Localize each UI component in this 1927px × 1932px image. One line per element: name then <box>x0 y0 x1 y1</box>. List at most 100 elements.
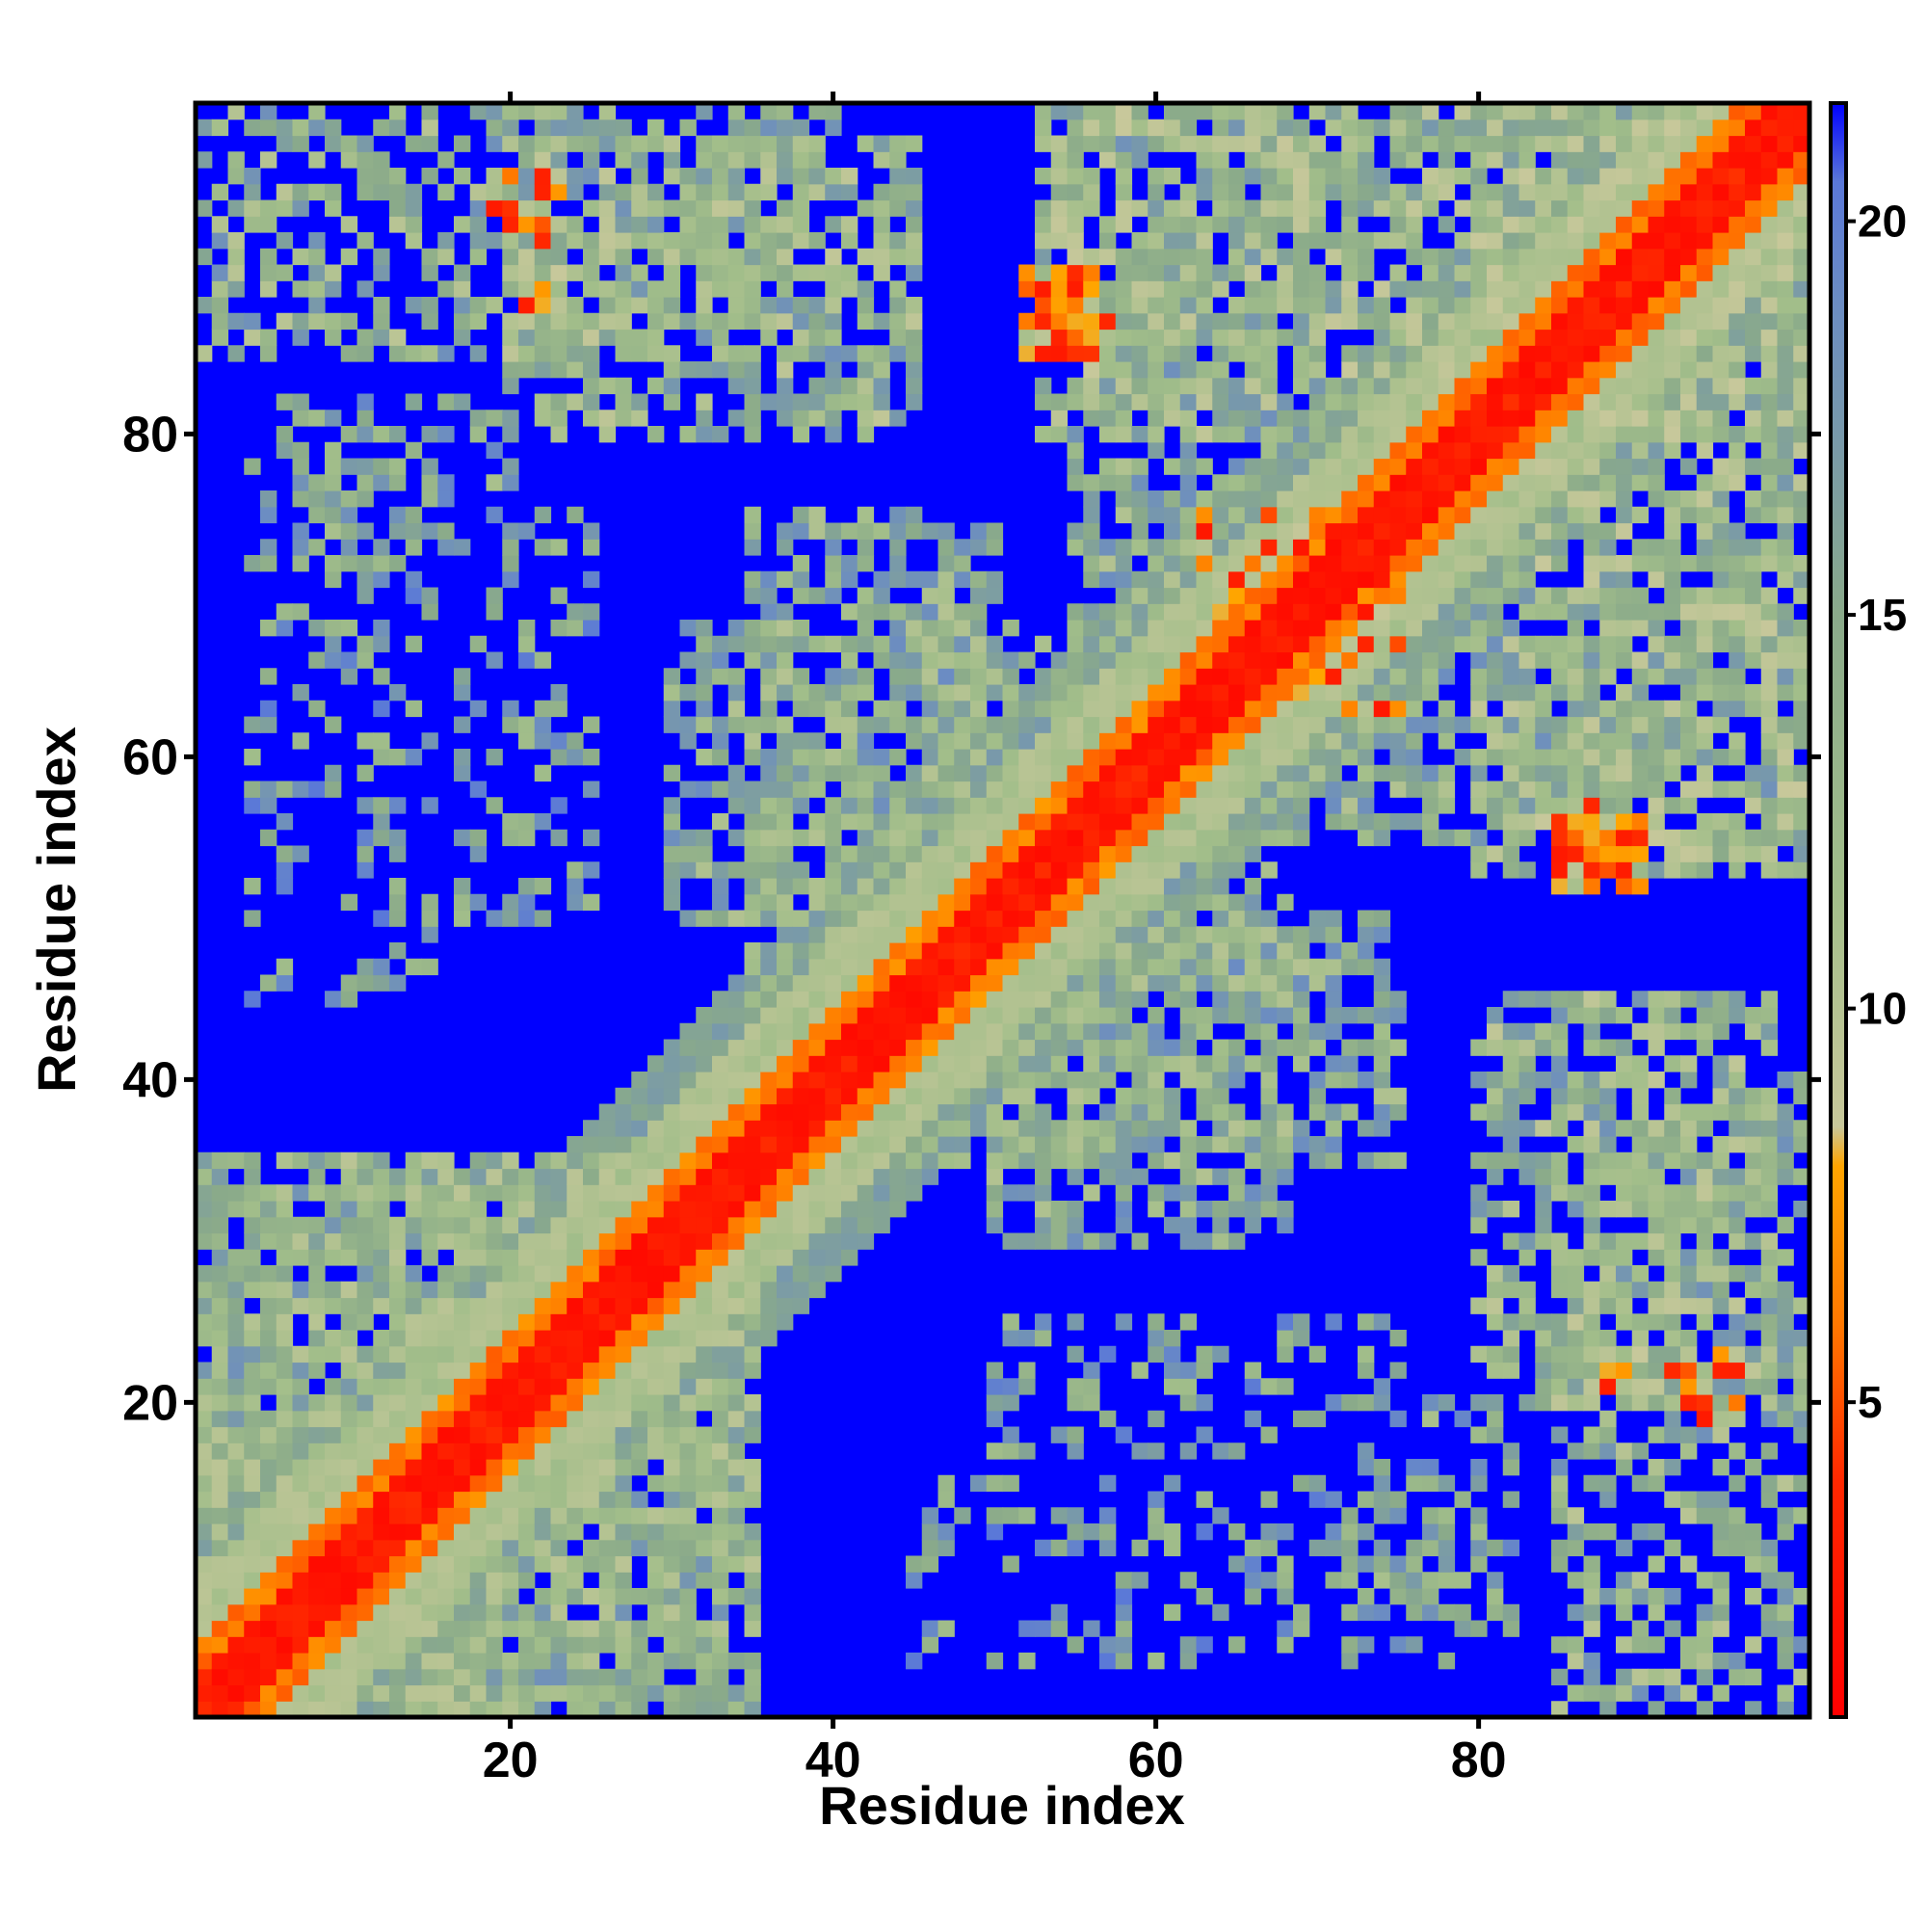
heatmap-cell <box>1422 135 1439 152</box>
heatmap-cell <box>663 168 681 185</box>
heatmap-cell <box>405 1362 423 1379</box>
heatmap-cell <box>1308 1022 1327 1041</box>
heatmap-cell <box>744 958 761 976</box>
heatmap-cell <box>1164 958 1181 976</box>
heatmap-cell <box>1389 620 1407 637</box>
heatmap-cell <box>276 1459 294 1476</box>
heatmap-cell <box>1470 1539 1488 1557</box>
heatmap-cell <box>1131 635 1148 653</box>
heatmap-cell <box>1244 1216 1262 1234</box>
heatmap-cell <box>1358 570 1375 589</box>
heatmap-cell <box>1487 1410 1504 1428</box>
heatmap-cell <box>825 183 842 201</box>
heatmap-cell <box>1358 781 1375 798</box>
heatmap-cell <box>502 1523 519 1541</box>
heatmap-cell <box>486 1168 503 1185</box>
heatmap-cell <box>534 1249 552 1266</box>
heatmap-cell <box>889 861 907 879</box>
heatmap-cell <box>1373 1103 1391 1121</box>
heatmap-cell <box>663 1330 681 1347</box>
heatmap-cell <box>196 1701 213 1717</box>
heatmap-cell <box>1099 345 1117 362</box>
heatmap-cell <box>276 1507 294 1524</box>
heatmap-cell <box>1050 1039 1069 1056</box>
heatmap-cell <box>937 958 955 976</box>
heatmap-cell <box>1341 506 1359 524</box>
heatmap-cell <box>1002 1039 1019 1056</box>
heatmap-cell <box>1551 199 1569 217</box>
heatmap-cell <box>421 1636 438 1654</box>
heatmap-cell <box>1406 441 1423 460</box>
heatmap-cell <box>1438 329 1456 346</box>
heatmap-cell <box>1422 1588 1439 1605</box>
heatmap-cell <box>276 1588 294 1605</box>
heatmap-cell <box>502 1151 519 1170</box>
heatmap-cell <box>727 635 746 653</box>
heatmap-cell <box>825 668 842 685</box>
heatmap-cell <box>1358 732 1375 750</box>
heatmap-cell <box>308 297 326 314</box>
heatmap-cell <box>1535 490 1552 508</box>
heatmap-cell <box>937 684 955 701</box>
heatmap-cell <box>857 506 875 524</box>
heatmap-cell <box>1535 749 1552 766</box>
heatmap-cell <box>1518 1297 1536 1314</box>
heatmap-cell <box>260 1523 277 1541</box>
heatmap-cell <box>1470 1523 1488 1541</box>
heatmap-cell <box>1179 926 1198 943</box>
heatmap-cell <box>389 1653 407 1670</box>
heatmap-cell <box>325 506 342 524</box>
heatmap-cell <box>889 974 907 992</box>
heatmap-cell <box>405 345 423 362</box>
heatmap-cell <box>1115 878 1133 895</box>
heatmap-cell <box>808 910 826 927</box>
heatmap-cell <box>615 1523 632 1541</box>
heatmap-cell <box>1277 1216 1294 1234</box>
heatmap-cell <box>1018 1620 1036 1637</box>
heatmap-cell <box>454 829 471 847</box>
heatmap-cell <box>1131 135 1148 152</box>
heatmap-cell <box>211 1684 229 1702</box>
heatmap-cell <box>1308 232 1327 250</box>
heatmap-cell <box>808 749 826 766</box>
heatmap-cell <box>1260 1120 1278 1137</box>
heatmap-cell <box>1518 1168 1536 1185</box>
heatmap-cell <box>1002 1184 1019 1202</box>
heatmap-cell <box>808 958 826 976</box>
heatmap-cell <box>1438 732 1456 750</box>
heatmap-cell <box>1341 361 1359 379</box>
heatmap-cell <box>260 1459 277 1476</box>
heatmap-cell <box>583 345 600 362</box>
heatmap-cell <box>1551 232 1569 250</box>
heatmap-cell <box>1115 684 1133 701</box>
heatmap-cell <box>1422 1394 1439 1412</box>
heatmap-cell <box>825 329 842 346</box>
heatmap-cell <box>760 119 778 137</box>
heatmap-cell <box>1035 1055 1052 1072</box>
heatmap-cell <box>906 1168 923 1185</box>
heatmap-cell <box>534 651 552 669</box>
heatmap-cell <box>1358 797 1375 814</box>
heatmap-cell <box>1277 732 1294 750</box>
heatmap-cell <box>744 1297 761 1314</box>
heatmap-cell <box>696 1459 713 1476</box>
heatmap-cell <box>1115 700 1133 718</box>
heatmap-cell <box>1115 764 1133 782</box>
heatmap-cell <box>598 280 617 298</box>
heatmap-cell <box>1131 151 1148 169</box>
heatmap-cell <box>1325 1523 1342 1541</box>
heatmap-cell <box>808 1184 826 1202</box>
heatmap-cell <box>1131 264 1148 281</box>
heatmap-cell <box>1535 1330 1552 1347</box>
heatmap-cell <box>567 893 584 912</box>
heatmap-cell <box>1487 1362 1504 1379</box>
heatmap-cell <box>679 684 697 701</box>
heatmap-cell <box>679 312 697 331</box>
heatmap-cell <box>712 813 729 831</box>
heatmap-cell <box>1228 732 1246 750</box>
heatmap-cell <box>1502 1039 1520 1056</box>
heatmap-cell <box>1212 410 1229 427</box>
heatmap-cell <box>1148 1007 1165 1024</box>
heatmap-cell <box>196 1474 213 1493</box>
heatmap-cell <box>389 1668 407 1686</box>
